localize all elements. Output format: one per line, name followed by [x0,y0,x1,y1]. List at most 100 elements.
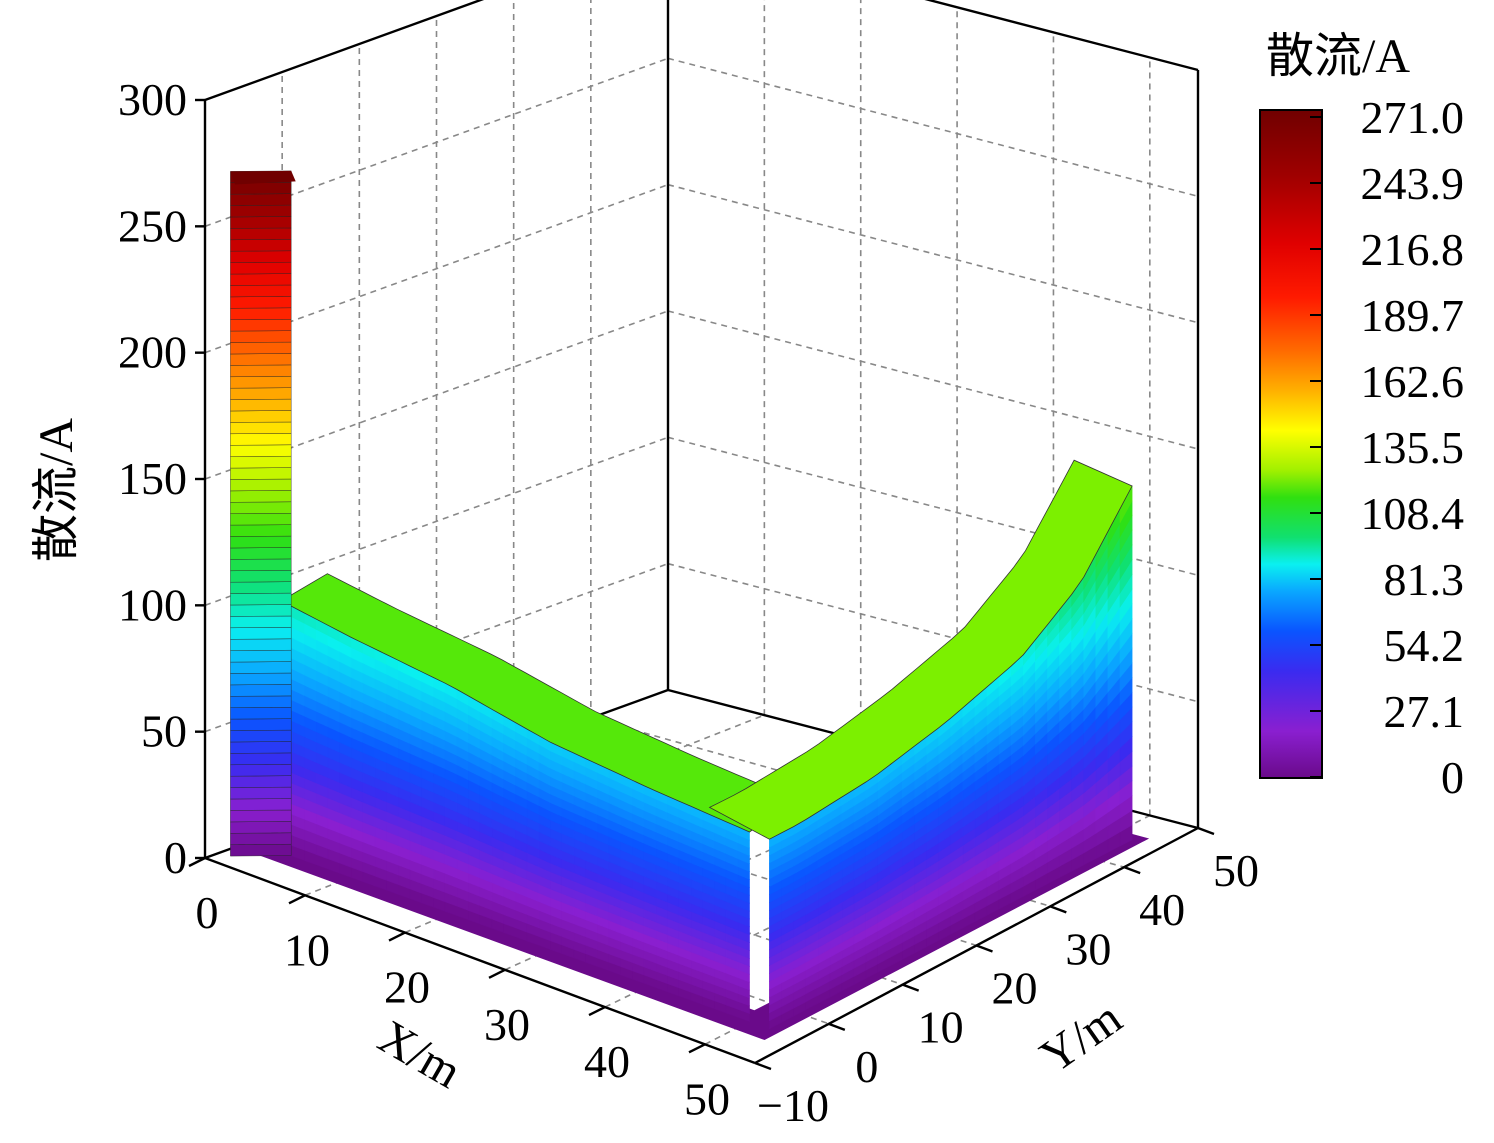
colorbar: 散流/A 271.0 243.9 216.8 189.7 162.6 135.5 108.4… [1259,30,1464,803]
pillar-patch [230,501,292,514]
y-tick-label: 20 [992,963,1038,1014]
colorbar-ticks: 271.0 243.9 216.8 189.7 162.6 135.5 108.4 81.3 5… [1310,92,1464,803]
pillar-patch [230,843,292,857]
pillar-patch [230,695,292,708]
pillar-patch [230,216,292,229]
x-tick-label: 0 [196,887,219,938]
z-tick-label: 300 [118,74,187,125]
pillar-patch [230,455,292,469]
pillar-patch [230,490,292,503]
pillar-patch [230,821,292,834]
colorbar-tick-label: 271.0 [1361,92,1465,143]
pillar-patch [230,592,292,606]
colorbar-tick-label: 216.8 [1361,224,1465,275]
pillar-patch [230,296,292,309]
pillar-patch [230,604,292,617]
y-tick-mark [976,944,993,953]
z-tick-label: 0 [164,832,187,883]
y-tick-mark [902,983,920,992]
x-tick-mark [588,1006,606,1017]
colorbar-tick-label: 162.6 [1361,356,1465,407]
pillar-patch [230,798,292,811]
y-tick-label: 40 [1139,884,1185,935]
pillar-patch [230,786,292,800]
top-left-edge [204,0,485,102]
x-tick-mark [188,856,206,868]
pillar-patch [230,273,292,286]
x-tick-label: 50 [684,1073,730,1124]
pillar-patch [230,524,292,537]
z-tick-label: 200 [118,327,187,378]
pillar-patch [230,809,292,823]
pillar-patch [230,341,292,355]
x-tick-mark [388,931,406,942]
x-tick-label: 40 [584,1036,630,1087]
pillar-patch [230,672,292,686]
x-tick-label: 20 [384,962,430,1013]
pillar-patch [230,684,292,697]
pillar-patch [230,433,292,446]
pillar-patch [230,570,292,583]
pillar-patch [230,558,292,572]
pillar-patch [230,535,292,549]
x-axis-line [204,856,756,1065]
pillar-patch [230,398,292,412]
pillar-patch [230,832,292,845]
pillar-patch [230,649,292,663]
pillar-patch [230,729,292,743]
colorbar-title: 散流/A [1266,30,1410,83]
z-tick-label: 50 [141,706,187,757]
pillar-patch [230,410,292,423]
y-axis-title: Y/m [1031,991,1131,1083]
z-axis-title: 散流/A [30,418,83,562]
y-tick-label: 30 [1065,923,1111,974]
y-tick-mark [828,1022,846,1031]
pillar-patch [230,615,292,629]
pillar-patch [230,775,292,788]
colorbar-tick-label: 0 [1441,752,1464,803]
y-tick-mark [1049,905,1067,914]
surface-top-right [708,459,1133,840]
surface-mesh [230,170,1150,1041]
pillar-patch [230,239,292,252]
pillar-patch [230,478,292,492]
pillar-patch [230,261,292,275]
colorbar-tick-label: 108.4 [1361,488,1465,539]
grid-line [667,183,1199,324]
y-tick-label: 50 [1213,845,1259,896]
x-tick-mark [488,968,506,979]
z-tick-label: 100 [118,579,187,630]
pillar-patch [230,227,292,241]
pillar-patch [230,421,292,435]
tick-labels: 0 50 100 150 200 250 300 0 10 20 30 40 50 −10 0 10 20 30 4… [118,74,1259,1131]
pillar-patch [230,707,292,720]
colorbar-tick-label: 135.5 [1361,422,1465,473]
pillar-patch [230,752,292,766]
pillar-patch [230,513,292,526]
pillar-top [230,170,296,185]
pillar-patch [230,638,292,651]
grid-line [667,57,1199,198]
pillar-patch [230,204,292,218]
x-tick-mark [288,894,306,905]
pillar-patch [230,364,292,378]
pillar-patch [230,376,292,389]
pillar-patch [230,467,292,480]
colorbar-tick-label: 81.3 [1384,554,1465,605]
colorbar-tick-label: 243.9 [1361,158,1465,209]
pillar-patch [230,581,292,594]
pillar-patch [230,330,292,343]
x-tick-label: 30 [484,999,530,1050]
x-tick-label: 10 [284,924,330,975]
pillar-patch [230,353,292,366]
pillar-patch [230,444,292,457]
pillar-patch [230,307,292,320]
pillar-patch [230,250,292,263]
x-axis-title: X/m [370,1010,470,1099]
pillar-patch [230,741,292,754]
y-tick-mark [1197,826,1215,836]
pillar-patch [230,661,292,674]
pillar-patch [230,193,292,206]
pillar-patch [230,284,292,298]
